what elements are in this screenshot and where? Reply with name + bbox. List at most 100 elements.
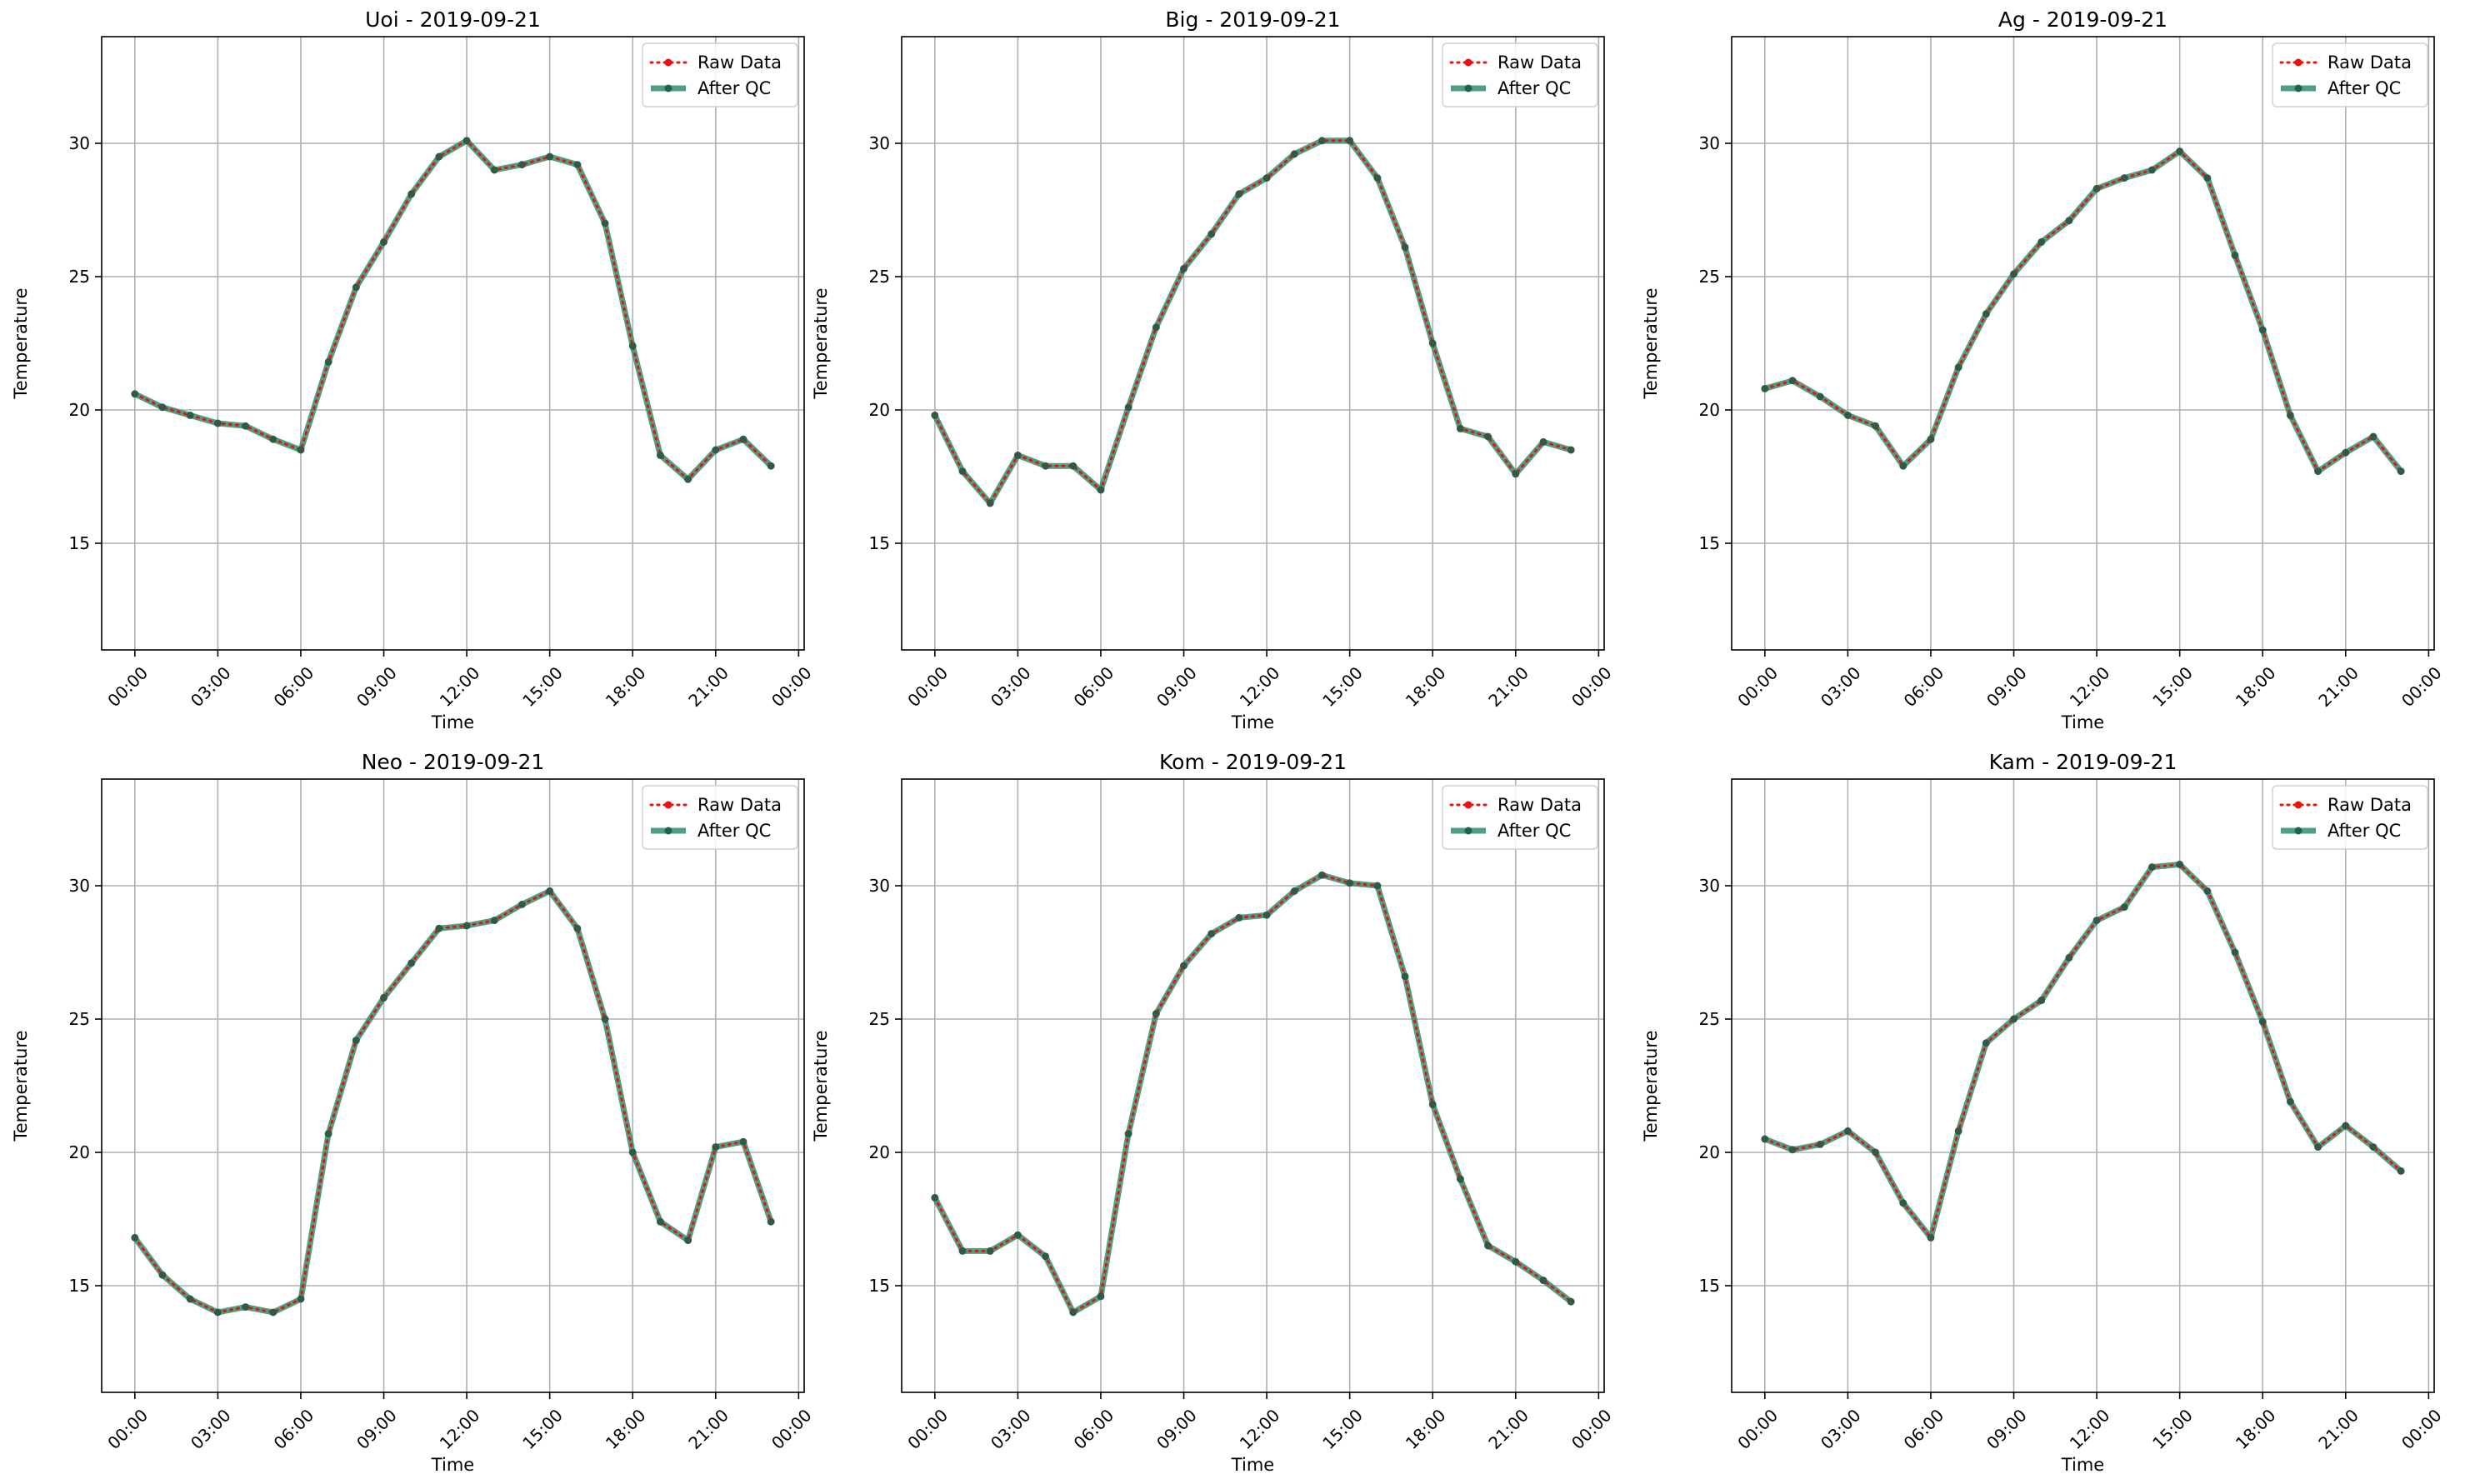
- chart2-qc-point: [1761, 384, 1769, 392]
- chart3-qc-point: [656, 1217, 664, 1226]
- chart5-y-tick-label: 30: [1699, 876, 1720, 896]
- chart4-qc-point: [1373, 882, 1382, 890]
- chart2-qc-point: [2342, 448, 2350, 457]
- chart5-qc-point: [1761, 1135, 1769, 1143]
- chart5-x-tick-label: 21:00: [2314, 1405, 2362, 1453]
- chart3-x-tick-label: 00:00: [768, 1405, 816, 1453]
- chart5-qc-point: [1927, 1233, 1935, 1242]
- chart2-x-tick-label: 03:00: [1817, 662, 1865, 711]
- chart3-x-tick-label: 09:00: [352, 1405, 401, 1453]
- chart5-qc-point: [2369, 1143, 2378, 1152]
- chart1-x-tick-label: 03:00: [987, 662, 1035, 711]
- chart0-qc-point: [324, 357, 332, 366]
- chart4-legend-qc-label: After QC: [1498, 821, 1571, 841]
- chart3-qc-point: [628, 1148, 637, 1157]
- chart3-y-tick-label: 30: [69, 876, 90, 896]
- chart3-x-tick-label: 03:00: [187, 1405, 235, 1453]
- chart1-x-tick-label: 21:00: [1484, 662, 1532, 711]
- chart5-qc-point: [2010, 1015, 2018, 1023]
- chart3-qc-point: [684, 1237, 692, 1245]
- chart3-qc-point: [518, 900, 526, 908]
- chart0-ylabel: Temperature: [11, 287, 31, 399]
- chart4-qc-point: [1512, 1257, 1520, 1266]
- chart0-legend-qc-marker: [664, 84, 672, 92]
- chart4-qc-point: [1567, 1297, 1575, 1306]
- chart2-x-tick-label: 21:00: [2314, 662, 2362, 711]
- chart3-series-raw-line: [133, 889, 772, 1314]
- chart4-qc-point: [1069, 1308, 1078, 1317]
- chart0-qc-point: [656, 451, 664, 459]
- chart5-x-tick-label: 18:00: [2232, 1405, 2280, 1453]
- chart0-qc-point: [380, 237, 388, 246]
- chart0-qc-point: [186, 411, 194, 419]
- chart0-x-tick-label: 06:00: [270, 662, 318, 711]
- chart4-x-tick-label: 15:00: [1318, 1405, 1367, 1453]
- chart1-x-tick-label: 09:00: [1152, 662, 1201, 711]
- chart1-x-tick-label: 00:00: [1568, 662, 1616, 711]
- chart1-qc-point: [1484, 432, 1492, 441]
- chart4-series-raw-line: [933, 873, 1572, 1315]
- chart4-x-tick-label: 18:00: [1402, 1405, 1450, 1453]
- chart4-qc-point: [1124, 1130, 1132, 1138]
- chart4-qc-point: [1262, 911, 1271, 919]
- chart1-title: Big - 2019-09-21: [1165, 7, 1340, 32]
- chart5-qc-point: [1872, 1148, 1880, 1157]
- chart3-legend-raw-label: Raw Data: [698, 795, 782, 815]
- chart3-panel: 00:00 03:00 06:00 09:00 12:00 15:00 18:00 21:00…: [11, 750, 816, 1475]
- chart0-qc-point: [684, 475, 692, 483]
- chart5-y-tick-label: 20: [1699, 1142, 1720, 1162]
- chart1-qc-point: [1124, 403, 1132, 412]
- chart3-qc-point: [352, 1037, 360, 1045]
- chart4-qc-point: [1539, 1277, 1548, 1285]
- chart4-plot-frame: [901, 778, 1605, 1393]
- chart3-qc-point: [739, 1137, 748, 1146]
- chart0-qc-point: [462, 137, 471, 145]
- chart0-legend: Raw Data After QC: [642, 42, 798, 107]
- chart2-panel: 00:00 03:00 06:00 09:00 12:00 15:00 18:00 21:00…: [1641, 7, 2446, 732]
- chart1-legend: Raw Data After QC: [1442, 42, 1598, 107]
- chart1-qc-point: [1539, 437, 1548, 446]
- chart4-qc-point: [1456, 1175, 1464, 1183]
- chart3-xlabel: Time: [431, 1455, 474, 1475]
- chart1-plot-frame: [901, 36, 1605, 651]
- chart3-qc-point: [186, 1295, 194, 1303]
- chart0-x-tick-label: 15:00: [518, 662, 567, 711]
- chart4-qc-point: [1401, 972, 1409, 981]
- chart2-qc-point: [1982, 310, 1990, 318]
- chart4-x-tick-label: 09:00: [1152, 1405, 1201, 1453]
- chart2-qc-point: [1954, 363, 1962, 372]
- chart5-ylabel: Temperature: [1641, 1030, 1661, 1142]
- chart5-x-tick-label: 00:00: [1733, 1405, 1782, 1453]
- chart0-panel: 00:00 03:00 06:00 09:00 12:00 15:00 18:00 21:00…: [11, 7, 816, 732]
- chart2-y-tick-label: 25: [1699, 267, 1720, 287]
- chart0-qc-point: [518, 161, 526, 169]
- chart3-qc-point: [158, 1271, 167, 1279]
- chart5-y-tick-label: 15: [1699, 1276, 1720, 1296]
- chart1-qc-point: [931, 411, 939, 419]
- chart1-qc-point: [1567, 446, 1575, 454]
- chart2-legend-raw-marker: [2294, 58, 2302, 67]
- chart1-qc-point: [958, 467, 967, 476]
- chart1-legend-raw-label: Raw Data: [1498, 52, 1582, 72]
- chart3-qc-point: [601, 1015, 609, 1023]
- chart4-qc-point: [1042, 1252, 1050, 1261]
- chart5-qc-point: [1816, 1140, 1824, 1148]
- chart3-ylabel: Temperature: [11, 1030, 31, 1142]
- chart5-x-tick-label: 09:00: [1982, 1405, 2031, 1453]
- chart4-y-tick-label: 25: [869, 1009, 890, 1029]
- chart5-series-after-qc-line: [1763, 861, 2403, 1241]
- chart1-qc-point: [1042, 462, 1050, 470]
- chart2-qc-point: [2231, 251, 2239, 259]
- chart1-ylabel: Temperature: [811, 287, 831, 399]
- chart3-qc-point: [435, 924, 443, 932]
- chart3-qc-point: [297, 1295, 305, 1303]
- chart5-legend-raw-label: Raw Data: [2328, 795, 2412, 815]
- chart2-x-tick-label: 12:00: [2066, 662, 2114, 711]
- chart1-y-tick-label: 20: [869, 400, 890, 420]
- chart1-x-tick-label: 00:00: [903, 662, 952, 711]
- chart1-legend-qc-label: After QC: [1498, 78, 1571, 98]
- chart2-qc-point: [1899, 462, 1908, 470]
- chart2-qc-point: [2120, 174, 2128, 182]
- chart3-legend-qc-marker: [664, 827, 672, 835]
- chart4-qc-point: [1208, 930, 1216, 938]
